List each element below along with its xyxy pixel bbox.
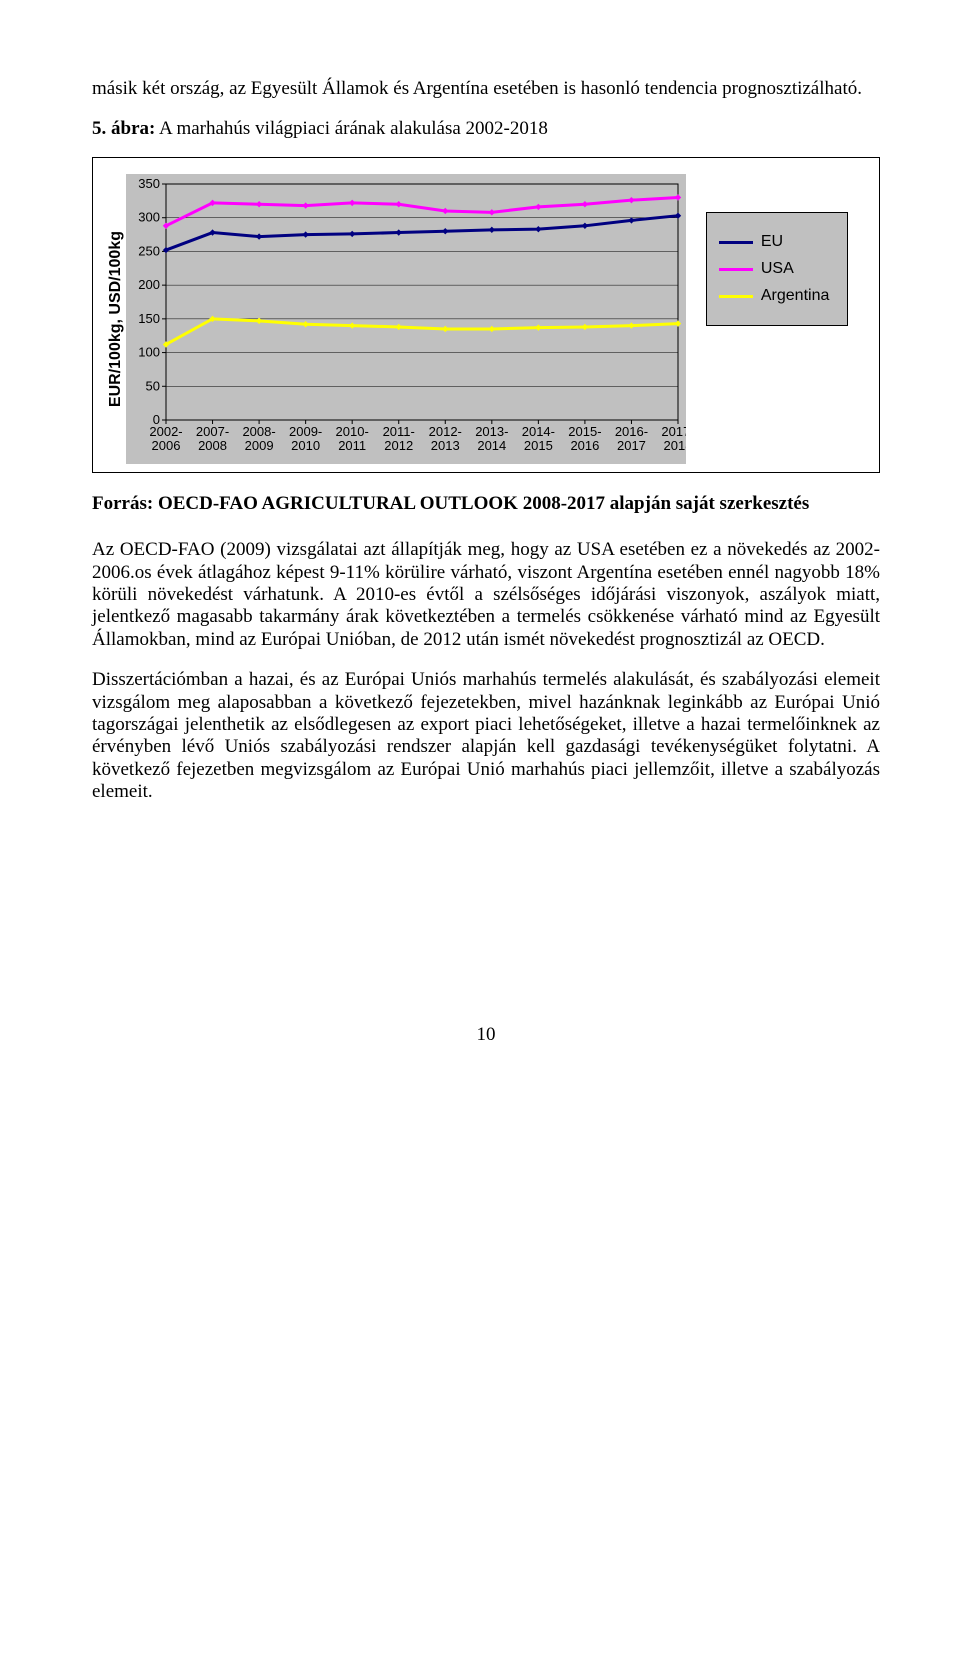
- svg-text:2010: 2010: [291, 438, 320, 453]
- legend-swatch: [719, 241, 753, 244]
- line-chart: 0501001502002503003502002-20062007-20082…: [126, 174, 686, 464]
- chart-container: EUR/100kg, USD/100kg 0501001502002503003…: [92, 157, 880, 473]
- legend: EU USA Argentina: [706, 212, 849, 327]
- svg-text:2002-: 2002-: [149, 424, 182, 439]
- svg-text:2012-: 2012-: [429, 424, 462, 439]
- svg-text:2018: 2018: [663, 438, 685, 453]
- svg-text:2008-: 2008-: [242, 424, 275, 439]
- svg-text:2017: 2017: [617, 438, 646, 453]
- svg-text:2009-: 2009-: [289, 424, 322, 439]
- intro-paragraph: másik két ország, az Egyesült Államok és…: [92, 78, 880, 100]
- svg-text:2017-: 2017-: [661, 424, 686, 439]
- svg-text:2015: 2015: [524, 438, 553, 453]
- legend-swatch: [719, 268, 753, 271]
- legend-label: USA: [761, 260, 794, 279]
- svg-text:2011: 2011: [338, 438, 366, 453]
- svg-text:50: 50: [145, 378, 159, 393]
- svg-text:300: 300: [138, 210, 160, 225]
- body-paragraph-1: Az OECD-FAO (2009) vizsgálatai azt állap…: [92, 539, 880, 651]
- svg-text:150: 150: [138, 311, 160, 326]
- svg-text:2006: 2006: [151, 438, 180, 453]
- legend-label: Argentina: [761, 287, 830, 306]
- legend-item-usa: USA: [719, 260, 830, 279]
- source-line: Forrás: OECD-FAO AGRICULTURAL OUTLOOK 20…: [92, 493, 880, 515]
- svg-text:250: 250: [138, 243, 160, 258]
- svg-text:2016-: 2016-: [615, 424, 648, 439]
- y-axis-title: EUR/100kg, USD/100kg: [103, 231, 126, 407]
- svg-text:2011-: 2011-: [382, 424, 414, 439]
- caption-title: A marhahús világpiaci árának alakulása 2…: [155, 118, 548, 139]
- figure-caption: 5. ábra: A marhahús világpiaci árának al…: [92, 118, 880, 140]
- body-paragraph-2: Disszertációmban a hazai, és az Európai …: [92, 669, 880, 803]
- svg-text:2015-: 2015-: [568, 424, 601, 439]
- svg-text:2014-: 2014-: [522, 424, 555, 439]
- svg-text:350: 350: [138, 176, 160, 191]
- svg-text:200: 200: [138, 277, 160, 292]
- svg-text:2007-: 2007-: [196, 424, 229, 439]
- svg-text:2008: 2008: [198, 438, 227, 453]
- svg-text:100: 100: [138, 344, 160, 359]
- svg-text:2010-: 2010-: [335, 424, 368, 439]
- caption-number: 5. ábra:: [92, 118, 155, 139]
- svg-text:2012: 2012: [384, 438, 413, 453]
- svg-text:2013-: 2013-: [475, 424, 508, 439]
- legend-swatch: [719, 295, 753, 298]
- legend-label: EU: [761, 233, 783, 252]
- legend-item-eu: EU: [719, 233, 830, 252]
- page-number: 10: [92, 1024, 880, 1046]
- svg-text:2009: 2009: [245, 438, 274, 453]
- svg-text:2016: 2016: [570, 438, 599, 453]
- legend-item-argentina: Argentina: [719, 287, 830, 306]
- svg-text:2014: 2014: [477, 438, 506, 453]
- svg-text:2013: 2013: [431, 438, 460, 453]
